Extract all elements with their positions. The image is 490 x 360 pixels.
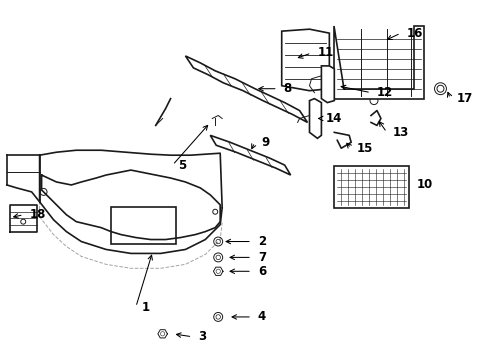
Text: 7: 7: [258, 251, 266, 264]
Text: 14: 14: [325, 112, 342, 125]
Text: 1: 1: [142, 301, 150, 314]
Text: 15: 15: [357, 142, 373, 155]
Text: 4: 4: [258, 310, 266, 323]
Text: 18: 18: [30, 208, 46, 221]
Polygon shape: [310, 99, 321, 138]
Text: 2: 2: [258, 235, 266, 248]
Text: 8: 8: [284, 82, 292, 95]
Bar: [111, 207, 175, 244]
Polygon shape: [210, 135, 291, 175]
Polygon shape: [334, 26, 424, 99]
Text: 9: 9: [261, 136, 269, 149]
Text: 11: 11: [318, 46, 334, 59]
Text: 6: 6: [258, 265, 266, 278]
Polygon shape: [321, 66, 334, 103]
Text: 12: 12: [377, 86, 393, 99]
Text: 5: 5: [178, 159, 187, 172]
Polygon shape: [282, 29, 329, 91]
Text: 13: 13: [393, 126, 409, 139]
Text: 16: 16: [407, 27, 423, 40]
Text: 17: 17: [456, 92, 473, 105]
Text: 3: 3: [198, 330, 206, 343]
Polygon shape: [185, 56, 308, 122]
Bar: [334, 166, 409, 208]
Text: 10: 10: [416, 179, 433, 192]
